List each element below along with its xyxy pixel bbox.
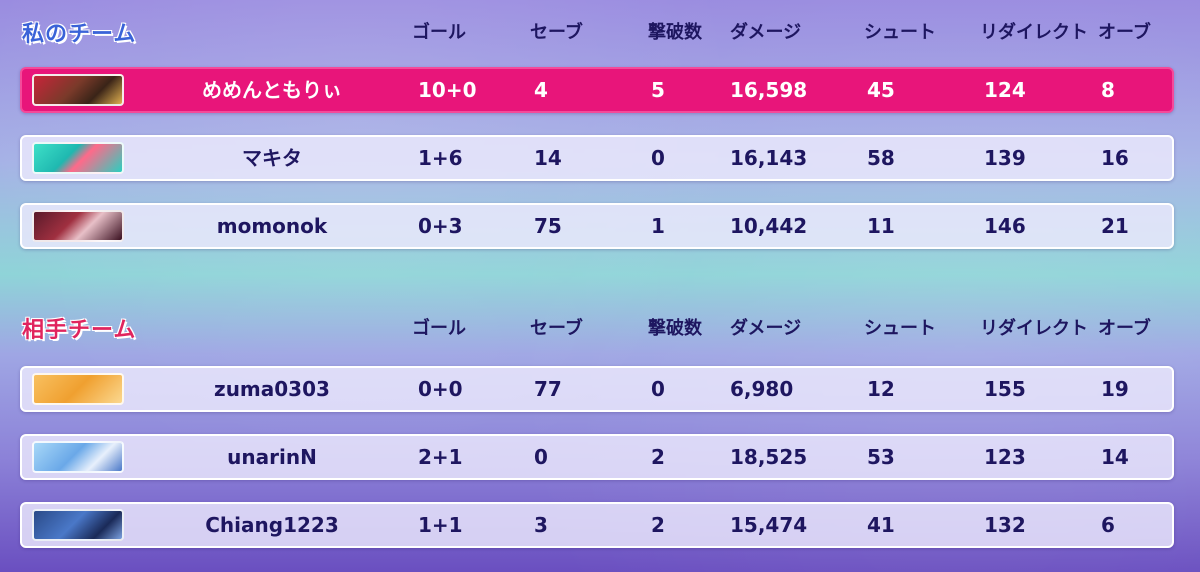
goals-value: 0+0 — [418, 377, 463, 401]
kos-value: 0 — [651, 377, 665, 401]
column-shots: シュート — [864, 22, 936, 43]
my-team-header: 私のチーム ゴール セーブ 撃破数 ダメージ シュート リダイレクト オーブ — [0, 10, 1200, 50]
column-saves: セーブ — [530, 318, 583, 339]
orbs-value: 6 — [1101, 513, 1115, 537]
saves-value: 3 — [534, 513, 548, 537]
goals-value: 10+0 — [418, 78, 477, 102]
player-row: zuma0303 0+0 77 0 6,980 12 155 19 — [20, 366, 1174, 412]
player-name: zuma0303 — [214, 377, 330, 401]
column-orbs: オーブ — [1098, 22, 1151, 43]
redirects-value: 124 — [984, 78, 1026, 102]
enemy-team-header: 相手チーム ゴール セーブ 撃破数 ダメージ シュート リダイレクト オーブ — [0, 306, 1200, 346]
enemy-team-title: 相手チーム — [22, 318, 137, 343]
player-name: めめんともりぃ — [202, 78, 342, 102]
orbs-value: 21 — [1101, 214, 1129, 238]
player-name: マキタ — [242, 146, 302, 170]
kos-value: 2 — [651, 445, 665, 469]
player-row: unarinN 2+1 0 2 18,525 53 123 14 — [20, 434, 1174, 480]
shots-value: 53 — [867, 445, 895, 469]
goals-value: 0+3 — [418, 214, 463, 238]
avatar — [32, 142, 124, 174]
column-damage: ダメージ — [730, 22, 802, 43]
my-team-title: 私のチーム — [22, 22, 137, 47]
saves-value: 0 — [534, 445, 548, 469]
player-row: momonok 0+3 75 1 10,442 11 146 21 — [20, 203, 1174, 249]
kos-value: 0 — [651, 146, 665, 170]
damage-value: 15,474 — [730, 513, 808, 537]
goals-value: 1+1 — [418, 513, 463, 537]
damage-value: 6,980 — [730, 377, 794, 401]
kos-value: 1 — [651, 214, 665, 238]
goals-value: 2+1 — [418, 445, 463, 469]
column-orbs: オーブ — [1098, 318, 1151, 339]
damage-value: 18,525 — [730, 445, 808, 469]
saves-value: 77 — [534, 377, 562, 401]
column-saves: セーブ — [530, 22, 583, 43]
orbs-value: 19 — [1101, 377, 1129, 401]
shots-value: 45 — [867, 78, 895, 102]
column-kos: 撃破数 — [648, 318, 702, 339]
column-kos: 撃破数 — [648, 22, 702, 43]
orbs-value: 8 — [1101, 78, 1115, 102]
avatar — [32, 509, 124, 541]
saves-value: 4 — [534, 78, 548, 102]
shots-value: 41 — [867, 513, 895, 537]
avatar — [32, 441, 124, 473]
shots-value: 58 — [867, 146, 895, 170]
player-name: Chiang1223 — [205, 513, 339, 537]
kos-value: 5 — [651, 78, 665, 102]
player-row: マキタ 1+6 14 0 16,143 58 139 16 — [20, 135, 1174, 181]
redirects-value: 155 — [984, 377, 1026, 401]
shots-value: 12 — [867, 377, 895, 401]
saves-value: 75 — [534, 214, 562, 238]
column-goals: ゴール — [412, 318, 466, 339]
column-goals: ゴール — [412, 22, 466, 43]
column-shots: シュート — [864, 318, 936, 339]
saves-value: 14 — [534, 146, 562, 170]
shots-value: 11 — [867, 214, 895, 238]
player-name: unarinN — [227, 445, 317, 469]
column-damage: ダメージ — [730, 318, 802, 339]
player-row: めめんともりぃ 10+0 4 5 16,598 45 124 8 — [20, 67, 1174, 113]
orbs-value: 14 — [1101, 445, 1129, 469]
redirects-value: 146 — [984, 214, 1026, 238]
avatar — [32, 373, 124, 405]
goals-value: 1+6 — [418, 146, 463, 170]
avatar — [32, 74, 124, 106]
avatar — [32, 210, 124, 242]
kos-value: 2 — [651, 513, 665, 537]
orbs-value: 16 — [1101, 146, 1129, 170]
redirects-value: 132 — [984, 513, 1026, 537]
player-name: momonok — [216, 214, 328, 238]
damage-value: 10,442 — [730, 214, 808, 238]
damage-value: 16,143 — [730, 146, 808, 170]
column-redirects: リダイレクト — [980, 22, 1088, 43]
damage-value: 16,598 — [730, 78, 808, 102]
player-row: Chiang1223 1+1 3 2 15,474 41 132 6 — [20, 502, 1174, 548]
column-redirects: リダイレクト — [980, 318, 1088, 339]
redirects-value: 123 — [984, 445, 1026, 469]
redirects-value: 139 — [984, 146, 1026, 170]
